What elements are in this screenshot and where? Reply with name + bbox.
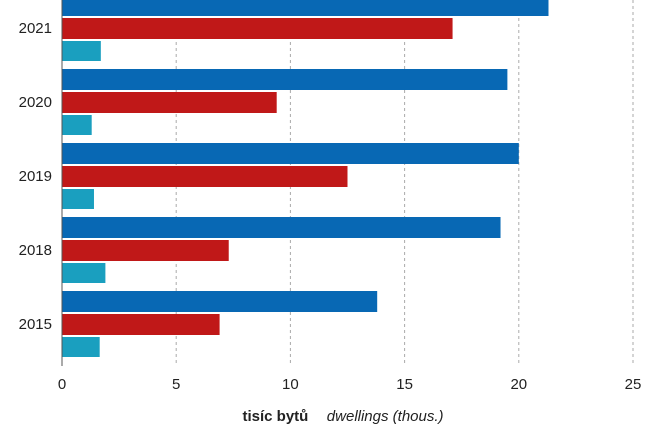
- x-tick-label-0: 0: [58, 376, 66, 393]
- bar-2019-series-2: [62, 166, 348, 187]
- category-label-2019: 2019: [19, 168, 52, 185]
- category-label-2018: 2018: [19, 242, 52, 259]
- bar-2015-series-2: [62, 314, 220, 335]
- bar-2018-series-1: [62, 217, 501, 238]
- x-tick-label-10: 10: [282, 376, 299, 393]
- x-tick-label-15: 15: [396, 376, 413, 393]
- category-label-2020: 2020: [19, 94, 52, 111]
- bar-2019-series-3: [62, 189, 94, 209]
- bar-2020-series-3: [62, 115, 92, 135]
- category-label-2021: 2021: [19, 20, 52, 37]
- bar-2020-series-1: [62, 69, 508, 90]
- bar-2018-series-2: [62, 240, 229, 261]
- x-tick-label-5: 5: [172, 376, 180, 393]
- bar-2021-series-1: [62, 0, 549, 16]
- category-label-2015: 2015: [19, 316, 52, 333]
- x-axis-title-main: tisíc bytů: [242, 408, 308, 425]
- x-tick-label-25: 25: [625, 376, 642, 393]
- bar-2021-series-3: [62, 41, 101, 61]
- bar-2019-series-1: [62, 143, 519, 164]
- x-axis-title-sub: dwellings (thous.): [327, 408, 444, 425]
- x-tick-label-20: 20: [510, 376, 527, 393]
- bar-2018-series-3: [62, 263, 106, 283]
- bar-2015-series-3: [62, 337, 100, 357]
- y-axis-labels: 2021 2020 2019 2018 2015: [19, 20, 52, 333]
- bar-2015-series-1: [62, 291, 378, 312]
- bars: [62, 0, 549, 357]
- bar-2021-series-2: [62, 18, 453, 39]
- x-axis-labels: 0 5 10 15 20 25: [58, 376, 642, 393]
- bar-2020-series-2: [62, 92, 277, 113]
- x-axis-title: tisíc bytů dwellings (thous.): [242, 408, 443, 425]
